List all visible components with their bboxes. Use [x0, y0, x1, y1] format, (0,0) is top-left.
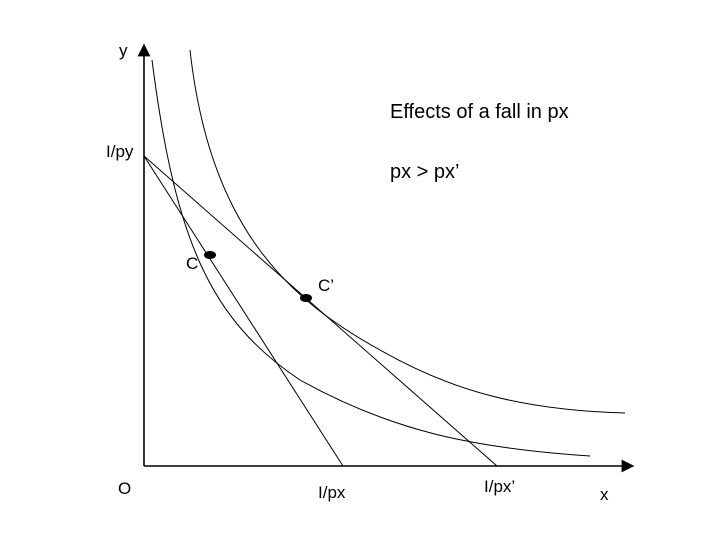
- y-axis-label: y: [119, 41, 128, 60]
- diagram-title: Effects of a fall in px: [390, 101, 569, 123]
- x-axis-label: x: [600, 485, 609, 504]
- origin-label: O: [118, 479, 132, 498]
- indifference-curve-lower: [151, 59, 591, 457]
- x-intercept-initial-label: I/px: [318, 483, 346, 502]
- x-intercept-new-label: I/px’: [484, 477, 516, 496]
- budget-line-initial: [143, 155, 344, 467]
- point-c-prime-marker: [300, 294, 312, 302]
- point-c-marker: [204, 251, 216, 259]
- point-c-prime-label: C’: [318, 276, 335, 295]
- diagram-subtitle: px > px’: [390, 161, 460, 183]
- point-c-label: C: [186, 254, 199, 273]
- y-intercept-label: I/py: [106, 142, 134, 161]
- indifference-curve-higher: [189, 49, 626, 414]
